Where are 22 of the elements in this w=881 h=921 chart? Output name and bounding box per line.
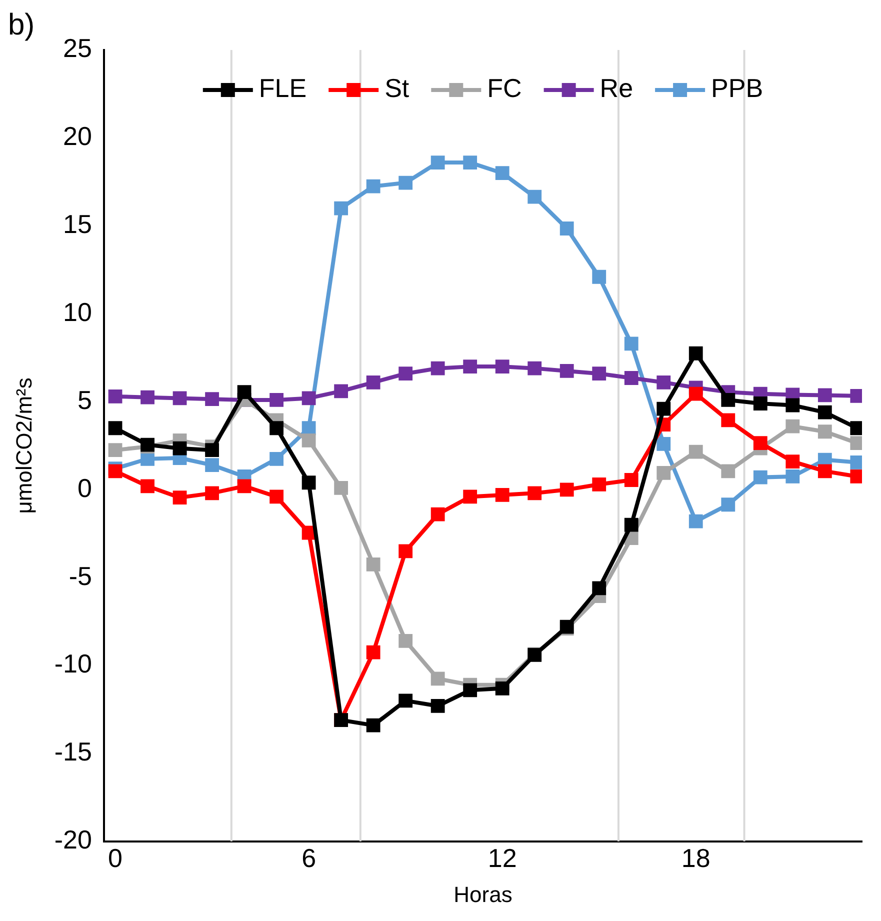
y-tick-label: -20 <box>54 824 92 855</box>
legend-label: St <box>384 73 410 104</box>
y-tick-label: 20 <box>63 121 92 152</box>
y-tick-label: 25 <box>63 33 92 64</box>
y-tick-label: 0 <box>78 472 92 503</box>
y-tick-label: -5 <box>68 560 92 591</box>
legend-label: FC <box>487 73 522 104</box>
y-tick-label: 15 <box>63 209 92 240</box>
x-tick-label: 12 <box>488 843 517 874</box>
legend-label: FLE <box>258 73 307 104</box>
x-tick-label: 0 <box>108 843 122 874</box>
x-tick-label: 18 <box>681 843 710 874</box>
legend-label: Re <box>600 73 634 104</box>
y-tick-label: -10 <box>54 648 92 679</box>
y-axis-title: μmolCO2/m²s <box>11 378 36 514</box>
x-axis-title: Horas <box>454 882 512 907</box>
x-tick-label: 6 <box>302 843 316 874</box>
y-tick-label: -15 <box>54 736 92 767</box>
y-tick-label: 10 <box>63 296 92 327</box>
chart-title: b) <box>8 8 35 42</box>
y-tick-label: 5 <box>78 384 92 415</box>
legend-label: PPB <box>711 73 764 104</box>
